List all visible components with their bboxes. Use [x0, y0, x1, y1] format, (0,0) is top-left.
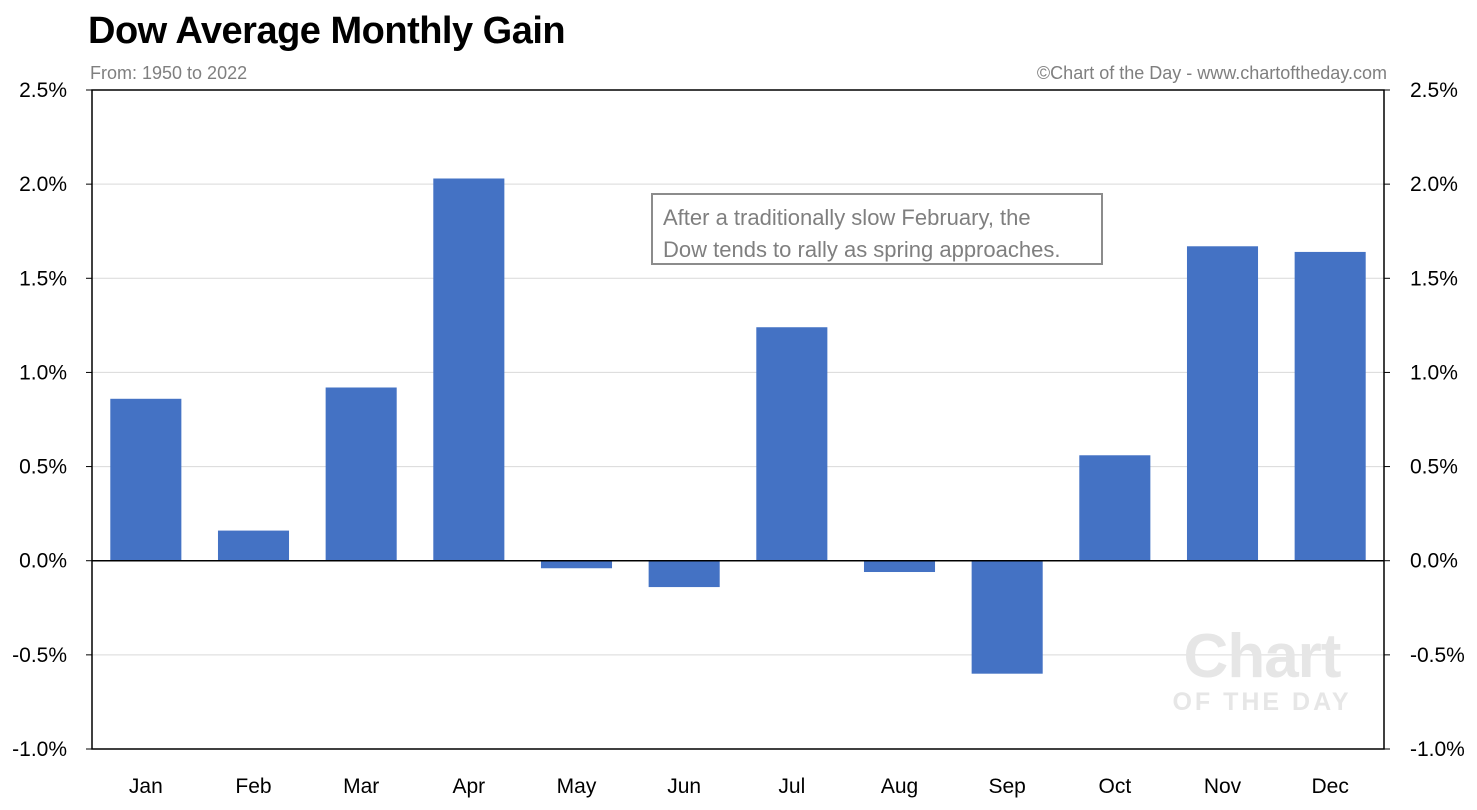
x-tick-label-oct: Oct	[1098, 775, 1131, 798]
bar-oct	[1079, 455, 1151, 561]
y-tick-label-right: 2.0%	[1410, 173, 1458, 196]
x-tick-label-mar: Mar	[343, 775, 379, 798]
y-tick-label-right: 0.0%	[1410, 550, 1458, 573]
x-tick-label-may: May	[557, 775, 597, 798]
y-tick-label-left: 2.0%	[19, 173, 67, 196]
bar-jan	[110, 398, 182, 561]
bar-jun	[648, 560, 720, 588]
annotation-line-1: After a traditionally slow February, the	[663, 205, 1031, 230]
bar-sep	[971, 560, 1043, 674]
x-tick-label-jul: Jul	[778, 775, 805, 798]
bar-aug	[863, 560, 936, 573]
y-tick-label-right: 0.5%	[1410, 456, 1458, 479]
chart-credit: ©Chart of the Day - www.chartoftheday.co…	[1036, 63, 1387, 83]
y-tick-label-right: -0.5%	[1410, 644, 1465, 667]
chart-subtitle: From: 1950 to 2022	[90, 63, 248, 83]
bar-dec	[1294, 251, 1366, 561]
x-tick-label-feb: Feb	[235, 775, 271, 798]
x-tick-label-sep: Sep	[988, 775, 1025, 798]
watermark-bottom: OF THE DAY	[1172, 688, 1352, 716]
y-tick-label-right: 1.0%	[1410, 361, 1458, 384]
annotation-box: After a traditionally slow February, the…	[651, 193, 1103, 265]
plot-frame	[91, 89, 1385, 750]
watermark-top: Chart	[1183, 622, 1342, 691]
x-tick-label-jun: Jun	[667, 775, 701, 798]
y-tick-label-right: -1.0%	[1410, 738, 1465, 761]
bar-mar	[325, 387, 397, 561]
y-tick-label-right: 2.5%	[1410, 79, 1458, 102]
y-tick-label-left: 1.5%	[19, 267, 67, 290]
bar-apr	[433, 178, 505, 561]
bar-may	[540, 560, 613, 569]
x-tick-label-apr: Apr	[452, 775, 485, 798]
bar-feb	[217, 530, 290, 561]
y-tick-label-left: 2.5%	[19, 79, 67, 102]
y-tick-label-left: 0.5%	[19, 456, 67, 479]
chart-title: Dow Average Monthly Gain	[88, 10, 566, 52]
bar-nov	[1186, 246, 1259, 561]
annotation-line-2: Dow tends to rally as spring approaches.	[663, 237, 1061, 262]
x-tick-label-jan: Jan	[129, 775, 163, 798]
x-tick-label-aug: Aug	[881, 775, 918, 798]
x-tick-label-dec: Dec	[1311, 775, 1348, 798]
y-tick-label-left: 0.0%	[19, 550, 67, 573]
y-tick-label-right: 1.5%	[1410, 267, 1458, 290]
y-tick-label-left: -0.5%	[12, 644, 67, 667]
x-tick-label-nov: Nov	[1204, 775, 1242, 798]
y-tick-label-left: 1.0%	[19, 361, 67, 384]
watermark-logo: Chart OF THE DAY	[1172, 622, 1352, 717]
y-tick-label-left: -1.0%	[12, 738, 67, 761]
bar-jul	[756, 327, 828, 561]
